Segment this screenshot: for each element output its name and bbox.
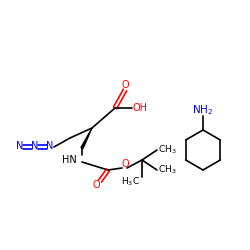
Text: HN: HN (62, 155, 77, 165)
Text: O: O (121, 80, 129, 90)
Text: O: O (92, 180, 100, 190)
Text: CH$_3$: CH$_3$ (158, 164, 176, 176)
Text: CH$_3$: CH$_3$ (158, 144, 176, 156)
Polygon shape (81, 128, 92, 148)
Text: NH$_2$: NH$_2$ (192, 103, 214, 117)
Text: N: N (16, 141, 24, 151)
Text: N: N (31, 141, 39, 151)
Text: OH: OH (132, 103, 148, 113)
Text: H$_3$C: H$_3$C (121, 176, 140, 188)
Text: O: O (121, 159, 129, 169)
Text: N: N (46, 141, 54, 151)
